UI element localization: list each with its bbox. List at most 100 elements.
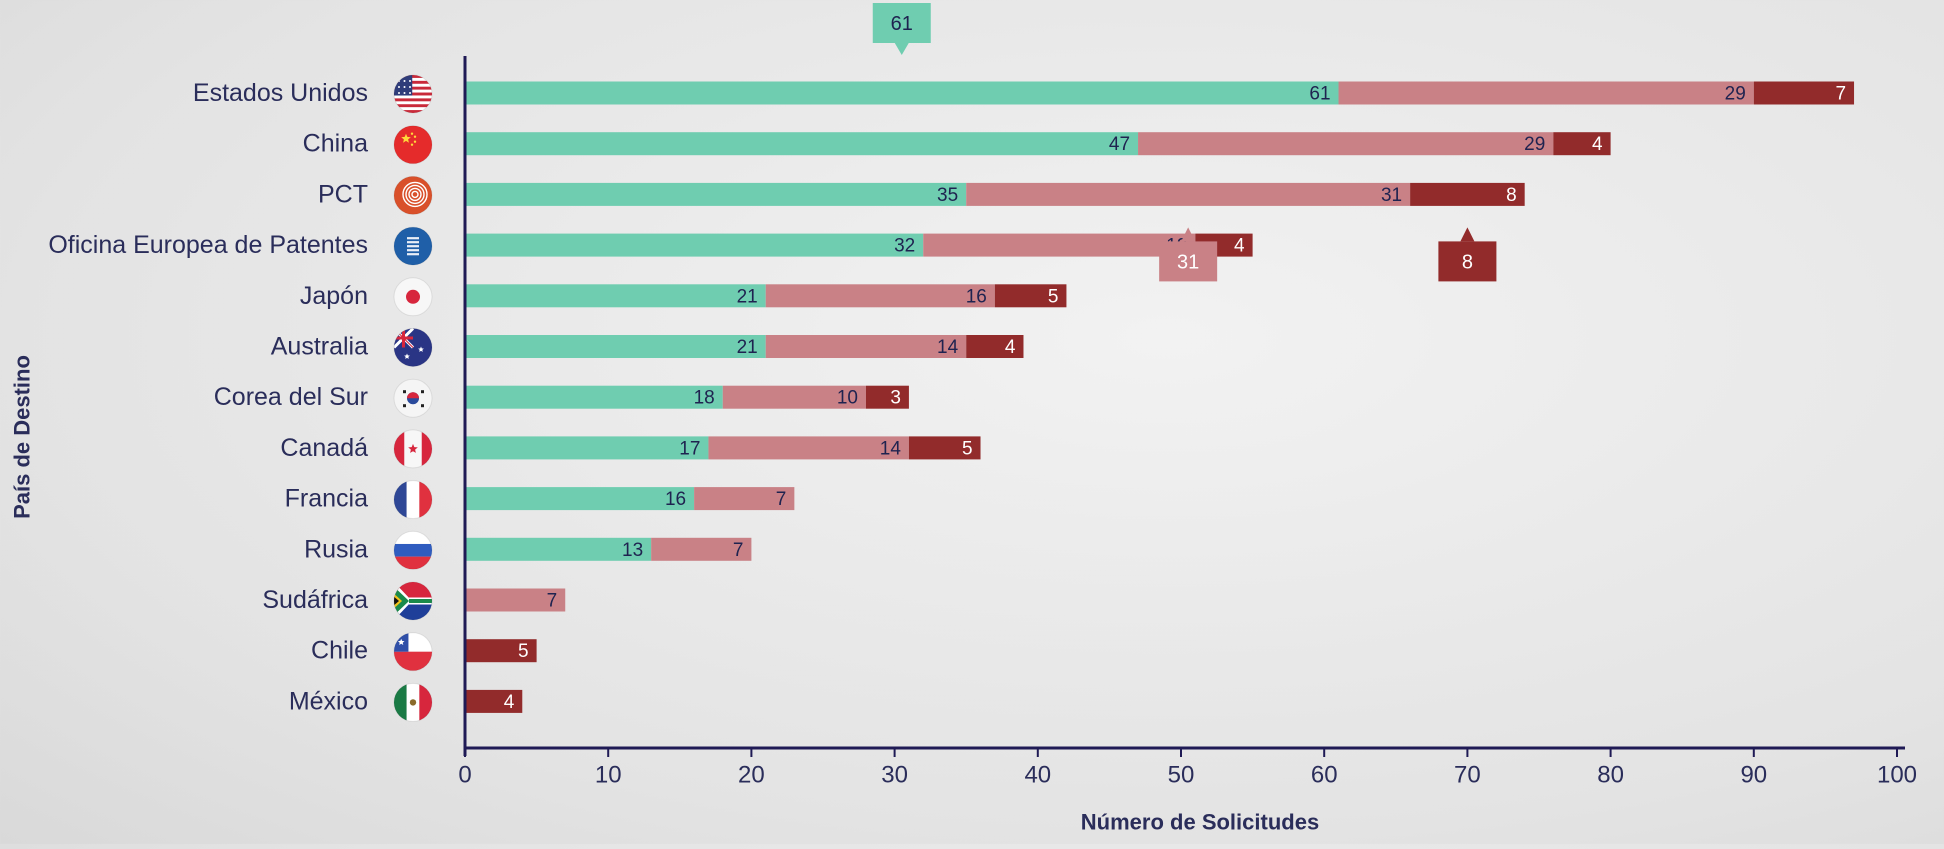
bar-segment bbox=[465, 335, 766, 358]
bar-value-label: 4 bbox=[1234, 236, 1245, 257]
category-label: Sudáfrica bbox=[262, 586, 368, 614]
callout-label: 31 bbox=[1177, 251, 1199, 273]
chile-flag-icon bbox=[393, 632, 433, 672]
south-korea-flag-icon bbox=[393, 378, 433, 418]
bar-value-label: 17 bbox=[679, 438, 700, 459]
bar-segment bbox=[966, 335, 1024, 358]
bar-segment bbox=[465, 284, 766, 308]
bar-segment bbox=[465, 233, 924, 257]
bar-value-label: 13 bbox=[622, 540, 643, 561]
x-axis-title: Número de Solicitudes bbox=[1081, 810, 1319, 835]
bar-value-label: 14 bbox=[937, 337, 959, 358]
bar-segment bbox=[1753, 81, 1855, 105]
x-tick-label: 80 bbox=[1597, 762, 1624, 789]
bar-value-label: 3 bbox=[890, 388, 901, 409]
bar-value-label: 5 bbox=[962, 438, 973, 459]
bar-segment bbox=[465, 689, 523, 713]
bar-value-label: 14 bbox=[880, 438, 902, 459]
x-tick-label: 100 bbox=[1877, 762, 1917, 789]
y-axis-title: País de Destino bbox=[10, 355, 35, 519]
bar-value-label: 7 bbox=[1835, 84, 1846, 105]
bar-value-label: 10 bbox=[837, 388, 858, 409]
bar-segment bbox=[465, 588, 566, 612]
mexico-flag-icon bbox=[393, 682, 433, 722]
bar-segment bbox=[465, 537, 652, 561]
bar-segment bbox=[465, 132, 1139, 156]
category-label: México bbox=[289, 687, 368, 715]
callout-pointer bbox=[1460, 227, 1475, 242]
bar-segment bbox=[765, 335, 967, 358]
canada-flag-icon bbox=[393, 429, 433, 469]
france-flag-icon bbox=[393, 480, 433, 520]
bar-value-label: 8 bbox=[1506, 185, 1517, 206]
china-flag-icon bbox=[393, 125, 433, 165]
bar-value-label: 16 bbox=[665, 489, 686, 510]
bar-value-label: 4 bbox=[1592, 134, 1603, 155]
bar-value-label: 5 bbox=[1048, 286, 1059, 307]
bar-value-label: 4 bbox=[504, 692, 515, 713]
bar-segment bbox=[923, 233, 1196, 257]
x-tick-label: 50 bbox=[1168, 762, 1195, 789]
bar-segment bbox=[1138, 132, 1554, 156]
bar-value-label: 21 bbox=[737, 286, 758, 307]
category-label: Estados Unidos bbox=[193, 79, 368, 107]
bar-value-label: 16 bbox=[966, 286, 987, 307]
bar-value-label: 29 bbox=[1524, 134, 1545, 155]
south-africa-flag-icon bbox=[393, 581, 433, 621]
category-label: Australia bbox=[271, 333, 368, 361]
category-label: Corea del Sur bbox=[214, 383, 368, 411]
bar-segment bbox=[1410, 182, 1525, 206]
bar-segment bbox=[1553, 132, 1611, 156]
bar-segment bbox=[908, 436, 981, 460]
category-label: PCT bbox=[318, 180, 368, 208]
category-label: Canadá bbox=[280, 434, 368, 462]
category-label: Chile bbox=[311, 637, 368, 665]
bar-segment bbox=[765, 284, 995, 308]
bar-segment bbox=[465, 182, 967, 206]
bar-value-label: 7 bbox=[776, 489, 787, 510]
bar-segment bbox=[994, 284, 1067, 308]
bar-segment bbox=[465, 81, 1339, 105]
x-tick-label: 30 bbox=[881, 762, 908, 789]
category-label: China bbox=[303, 130, 368, 158]
bar-value-label: 61 bbox=[1309, 84, 1330, 105]
x-tick-label: 10 bbox=[595, 762, 622, 789]
callout-label: 61 bbox=[891, 13, 913, 35]
japan-flag-icon bbox=[393, 277, 433, 317]
usa-flag-icon bbox=[393, 74, 433, 114]
category-label: Rusia bbox=[304, 535, 368, 563]
bar-segment bbox=[722, 385, 866, 409]
callout-box bbox=[1438, 241, 1497, 282]
callout-box bbox=[1159, 241, 1218, 282]
bar-segment bbox=[465, 639, 537, 663]
bar-value-label: 31 bbox=[1381, 185, 1402, 206]
category-label: Francia bbox=[285, 485, 368, 513]
epo-logo-icon bbox=[393, 226, 433, 266]
callout-pointer bbox=[894, 43, 909, 55]
australia-flag-icon bbox=[393, 328, 433, 367]
bar-segment bbox=[966, 182, 1411, 206]
bar-segment bbox=[465, 385, 723, 409]
bar-value-label: 21 bbox=[737, 337, 758, 358]
x-tick-label: 70 bbox=[1454, 762, 1481, 789]
callout-label: 8 bbox=[1462, 251, 1473, 273]
bar-value-label: 18 bbox=[694, 388, 715, 409]
bar-value-label: 35 bbox=[937, 185, 958, 206]
bar-segment bbox=[865, 385, 909, 409]
bar-segment bbox=[1338, 81, 1754, 105]
bar-value-label: 7 bbox=[733, 540, 744, 561]
x-tick-label: 40 bbox=[1024, 762, 1051, 789]
bar-segment bbox=[651, 537, 752, 561]
x-tick-label: 20 bbox=[738, 762, 765, 789]
category-label: Japón bbox=[300, 282, 368, 310]
russia-flag-icon bbox=[393, 530, 433, 570]
bar-value-label: 32 bbox=[894, 236, 915, 257]
callout-pointer bbox=[1181, 227, 1196, 242]
category-label: Oficina Europea de Patentes bbox=[48, 231, 368, 259]
bar-segment bbox=[465, 487, 695, 511]
x-tick-label: 90 bbox=[1740, 762, 1767, 789]
x-tick-label: 60 bbox=[1311, 762, 1338, 789]
bar-segment bbox=[708, 436, 909, 460]
